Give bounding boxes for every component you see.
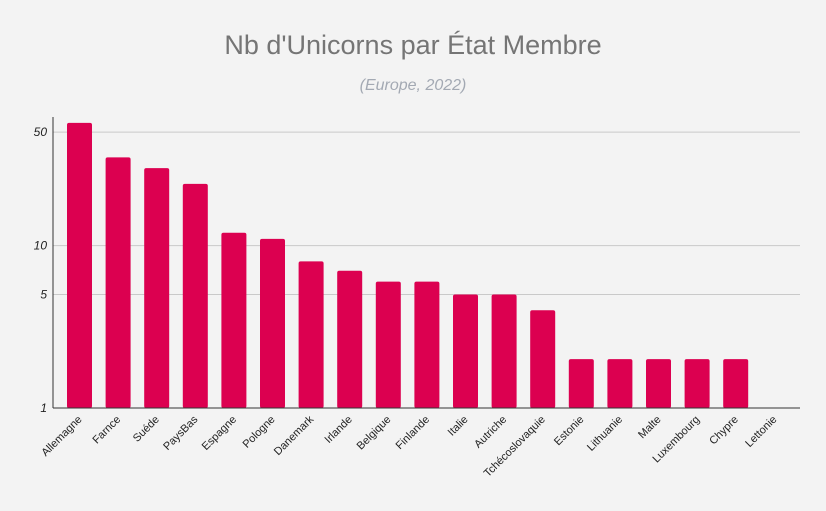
x-tick-label: Lithuanie <box>585 414 625 454</box>
bars <box>67 122 749 408</box>
bar <box>568 359 594 408</box>
bar <box>684 359 710 408</box>
x-tick-label: Espagne <box>200 414 239 453</box>
x-tick-label: Lettonie <box>743 414 779 450</box>
bar <box>375 281 401 408</box>
x-tick-label: Danemark <box>272 413 317 458</box>
chart-subtitle: (Europe, 2022) <box>360 77 467 94</box>
bar <box>67 122 92 408</box>
bar <box>453 294 478 408</box>
y-tick-label: 5 <box>40 288 47 302</box>
bar <box>607 359 633 408</box>
bar <box>221 232 247 408</box>
x-tick-label: Suéde <box>131 414 162 445</box>
chart-title: Nb d'Unicorns par État Membre <box>224 30 601 60</box>
bar <box>491 294 517 408</box>
x-tick-label: Chypre <box>707 414 741 448</box>
bar <box>105 157 131 408</box>
bar <box>144 168 170 408</box>
bar <box>646 359 671 408</box>
x-tick-label: Finlande <box>394 414 432 452</box>
x-tick-label: Italie <box>446 414 471 439</box>
bar <box>337 270 363 408</box>
x-tick-label: Farnce <box>91 414 124 447</box>
x-tick-label: Autriche <box>472 414 509 451</box>
x-tick-label: Allemagne <box>39 414 84 459</box>
y-tick-label: 1 <box>40 401 47 415</box>
x-tick-label: PaysBas <box>161 413 201 453</box>
x-tick-label: Irlande <box>323 414 355 446</box>
x-tick-label: Belgique <box>355 414 394 453</box>
bar <box>298 261 324 408</box>
bar <box>414 281 440 408</box>
bar <box>182 183 208 408</box>
y-tick-label: 10 <box>34 239 48 253</box>
y-tick-label: 50 <box>34 125 48 139</box>
bar <box>723 359 749 408</box>
bar <box>530 310 556 408</box>
y-axis-ticks: 1 5 10 50 <box>34 125 48 415</box>
x-tick-label: Malte <box>636 414 664 442</box>
x-axis-ticks: Allemagne Farnce Suéde PaysBas Espagne Pologn… <box>39 413 779 479</box>
bar <box>260 238 285 408</box>
x-tick-label: Estonie <box>552 414 586 448</box>
x-tick-label: Pologne <box>241 414 278 451</box>
